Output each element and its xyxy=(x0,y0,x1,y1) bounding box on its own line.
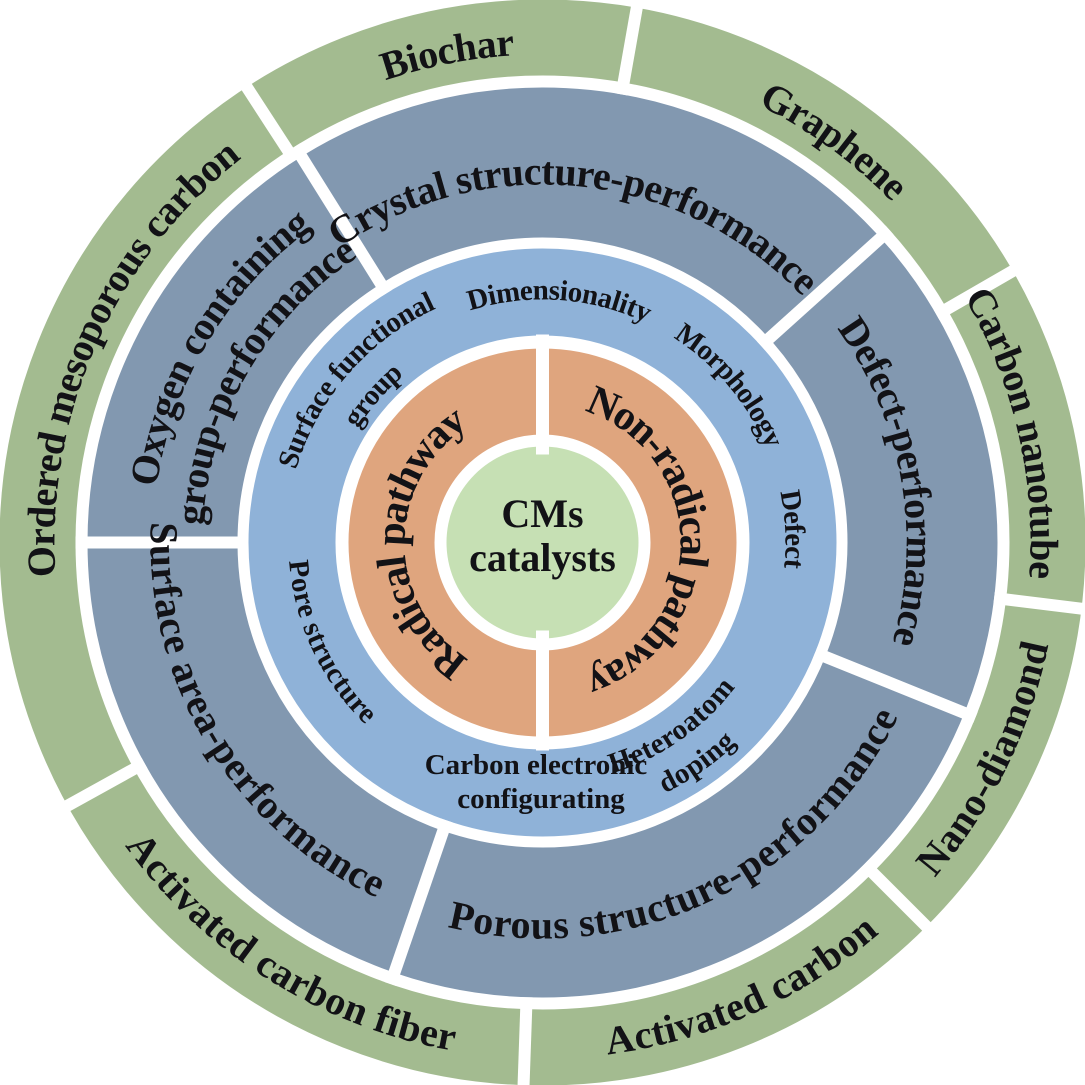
material-ring-divider-0 xyxy=(239,79,300,165)
material-ring-divider-3 xyxy=(993,591,1085,616)
material-ring-divider-6 xyxy=(60,757,148,814)
material-ring-divider-1 xyxy=(615,1,644,96)
material-ring-divider-5 xyxy=(517,997,533,1085)
label-defect: Defect xyxy=(773,488,810,571)
performance-ring-divider-0 xyxy=(289,143,392,297)
material-ring-divider-2 xyxy=(933,263,1021,321)
performance-ring-divider-2 xyxy=(812,647,978,724)
performance-ring-divider-3 xyxy=(384,818,453,987)
performance-ring-divider-1 xyxy=(756,225,894,351)
center-label-line-2: catalysts xyxy=(469,535,616,580)
center-label-line-1: CMs xyxy=(501,491,583,536)
label-configurating: configurating xyxy=(457,783,625,815)
label-carbon-electronic: Carbon electronic xyxy=(425,749,648,781)
cms-catalysts-core xyxy=(446,446,639,639)
mechanism-ring-band xyxy=(248,248,837,837)
material-ring-divider-4 xyxy=(859,859,935,935)
